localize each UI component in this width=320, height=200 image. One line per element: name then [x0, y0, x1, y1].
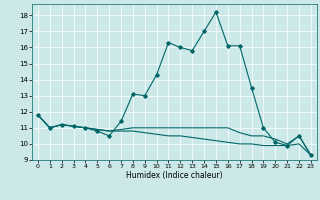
X-axis label: Humidex (Indice chaleur): Humidex (Indice chaleur) — [126, 171, 223, 180]
